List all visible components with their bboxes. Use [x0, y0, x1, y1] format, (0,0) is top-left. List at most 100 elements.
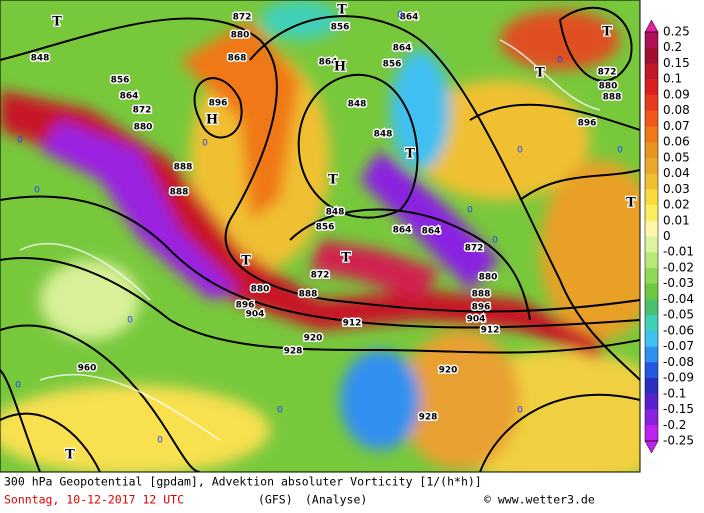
pressure-center: H [206, 113, 218, 128]
colorbar-swatch [645, 32, 658, 49]
pressure-center: T [535, 66, 545, 81]
colorbar-frame [644, 31, 659, 442]
colorbar-label: -0.04 [663, 292, 694, 306]
colorbar-swatch [645, 299, 658, 316]
colorbar-label: 0.01 [663, 213, 690, 227]
zero-label: 0 [15, 381, 21, 391]
colorbar-swatch [645, 189, 658, 206]
colorbar-label: 0.09 [663, 87, 690, 101]
caption-date: Sonntag, 10-12-2017 12 UTC [4, 493, 184, 507]
map-labels: 872 880 864 872 880 896 888 888 856 868 856 864 864 8… [15, 1, 637, 464]
colorbar-label: -0.06 [663, 323, 694, 337]
zero-label: 0 [617, 146, 623, 156]
colorbar-label: 0.07 [663, 119, 690, 133]
contour-label: 872 [233, 13, 252, 23]
pressure-center: T [65, 448, 75, 463]
zero-label: 0 [34, 186, 40, 196]
colorbar-label: 0 [663, 229, 671, 243]
contour-label: 848 [326, 208, 345, 218]
zero-label: 0 [397, 11, 403, 21]
contour-label: 904 [467, 315, 486, 325]
zero-label: 0 [127, 316, 133, 326]
colorbar-label: 0.15 [663, 56, 690, 70]
contour-label: 864 [120, 92, 139, 102]
contour-label: 888 [603, 93, 622, 103]
colorbar: 0.250.2 0.15 0.10.09 0.08 0.07 0.060.05 0.04 0.… [644, 19, 694, 454]
caption: 300 hPa Geopotential [gpdam], Advektion … [0, 471, 640, 507]
contour-label: 872 [133, 106, 152, 116]
map: 872 880 864 872 880 896 888 888 856 868 856 864 864 8… [0, 0, 640, 472]
colorbar-swatch [645, 94, 658, 112]
contour-label: 880 [599, 82, 618, 92]
colorbar-swatch [645, 330, 658, 348]
contour-label: 856 [331, 23, 350, 33]
colorbar-swatch [645, 378, 658, 395]
contour-label: 928 [419, 413, 438, 423]
colorbar-swatch [645, 315, 658, 332]
contour-label: 920 [304, 334, 323, 344]
contour-label: 864 [400, 13, 419, 23]
zero-label: 0 [467, 206, 473, 216]
colorbar-swatch [645, 79, 658, 96]
colorbar-swatch [645, 63, 658, 80]
colorbar-label: -0.05 [663, 308, 694, 322]
colorbar-label: -0.07 [663, 339, 694, 353]
colorbar-swatch [645, 425, 658, 442]
contour-label: 872 [598, 68, 617, 78]
contour-label: 880 [251, 285, 270, 295]
colorbar-label: 0.1 [663, 72, 682, 86]
contour-label: 848 [374, 130, 393, 140]
contour-label: 888 [472, 290, 491, 300]
contour-label: 872 [311, 271, 330, 281]
colorbar-swatch [645, 409, 658, 426]
colorbar-label: 0.08 [663, 103, 690, 117]
colorbar-label: -0.09 [663, 371, 694, 385]
zero-label: 0 [277, 406, 283, 416]
contour-label: 880 [231, 31, 250, 41]
contour-label: 896 [472, 303, 491, 313]
vorticity-field [0, 0, 640, 472]
zero-label: 0 [202, 139, 208, 149]
colorbar-top-arrow [644, 19, 659, 33]
colorbar-label: -0.2 [663, 418, 686, 432]
colorbar-swatch [645, 173, 658, 190]
colorbar-swatch [645, 126, 658, 143]
pressure-center: T [341, 251, 351, 266]
colorbar-swatch [645, 236, 658, 253]
zero-label: 0 [17, 136, 23, 146]
contour-label: 864 [393, 44, 412, 54]
colorbar-swatch [645, 205, 658, 222]
colorbar-swatch [645, 157, 658, 175]
colorbar-label: -0.01 [663, 245, 694, 259]
contour-label: 856 [111, 76, 130, 86]
contour-label: 896 [209, 99, 228, 109]
colorbar-label: 0.02 [663, 198, 690, 212]
colorbar-label: 0.04 [663, 166, 690, 180]
pressure-center: H [334, 60, 346, 75]
contour-label: 888 [174, 163, 193, 173]
contour-label: 896 [578, 119, 597, 129]
contour-label: 864 [422, 227, 441, 237]
colorbar-swatch [645, 220, 658, 237]
colorbar-label: 0.03 [663, 182, 690, 196]
colorbar-label: -0.08 [663, 355, 694, 369]
contour-label: 848 [348, 100, 367, 110]
pressure-center: T [405, 147, 415, 162]
contour-label: 856 [316, 223, 335, 233]
colorbar-label: -0.25 [663, 434, 694, 448]
contour-label: 888 [299, 290, 318, 300]
colorbar-swatch [645, 346, 658, 363]
colorbar-swatch [645, 283, 658, 300]
contour-label: 880 [134, 123, 153, 133]
colorbar-label: -0.15 [663, 402, 694, 416]
contour-label: 864 [393, 226, 412, 236]
caption-source: © www.wetter3.de [484, 493, 595, 507]
contour-label: 864 [319, 58, 338, 68]
colorbar-swatch [645, 252, 658, 269]
contour-label: 848 [31, 54, 50, 64]
contour-label: 868 [228, 54, 247, 64]
contour-label: 888 [170, 188, 189, 198]
contour-label: 904 [246, 310, 265, 320]
colorbar-swatch [645, 267, 658, 285]
